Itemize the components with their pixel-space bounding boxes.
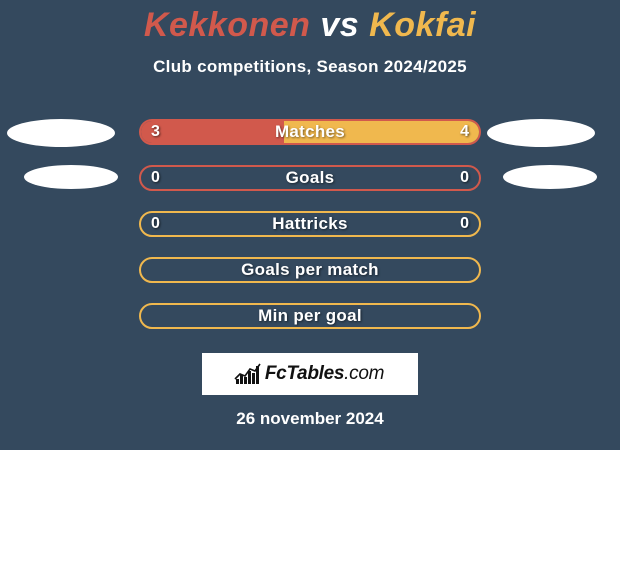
stat-bar: Min per goal bbox=[139, 303, 481, 329]
right-ellipse-icon bbox=[503, 165, 597, 189]
stat-bar: Goals per match bbox=[139, 257, 481, 283]
page-title: Kekkonen vs Kokfai bbox=[0, 0, 620, 45]
stat-label: Matches bbox=[141, 121, 479, 143]
chart-trend-icon bbox=[234, 362, 264, 382]
player2-name: Kokfai bbox=[369, 6, 476, 44]
stat-value-left: 0 bbox=[151, 165, 160, 191]
stat-value-left: 0 bbox=[151, 211, 160, 237]
stat-value-right: 4 bbox=[460, 119, 469, 145]
stat-bar: Hattricks bbox=[139, 211, 481, 237]
right-ellipse-icon bbox=[487, 119, 595, 147]
stat-row: Goals per match bbox=[0, 257, 620, 283]
stat-row: Hattricks0 0 bbox=[0, 211, 620, 237]
stat-rows: Matches34Goals00Hattricks00Goals per mat… bbox=[0, 119, 620, 329]
stat-row: Goals0 0 bbox=[0, 165, 620, 191]
stat-row: Min per goal bbox=[0, 303, 620, 329]
vs-label: vs bbox=[320, 6, 359, 44]
stat-bar: Matches bbox=[139, 119, 481, 145]
stat-label: Min per goal bbox=[141, 305, 479, 327]
logo-text: FcTables.com bbox=[265, 363, 384, 385]
left-ellipse-icon bbox=[7, 119, 115, 147]
subtitle: Club competitions, Season 2024/2025 bbox=[0, 57, 620, 77]
player1-name: Kekkonen bbox=[144, 6, 311, 44]
date-line: 26 november 2024 bbox=[0, 409, 620, 429]
logo-text-thin: .com bbox=[344, 363, 384, 384]
stat-row: Matches3 4 bbox=[0, 119, 620, 145]
logo-text-bold: FcTables bbox=[265, 363, 344, 384]
stat-label: Goals bbox=[141, 167, 479, 189]
bar-chart-icon bbox=[236, 364, 259, 384]
stat-label: Goals per match bbox=[141, 259, 479, 281]
stat-value-left: 3 bbox=[151, 119, 160, 145]
stat-value-right: 0 bbox=[460, 211, 469, 237]
left-ellipse-icon bbox=[24, 165, 118, 189]
stat-bar: Goals bbox=[139, 165, 481, 191]
fctables-logo[interactable]: FcTables.com bbox=[202, 353, 418, 395]
comparison-panel: Kekkonen vs Kokfai Club competitions, Se… bbox=[0, 0, 620, 450]
stat-value-right: 0 bbox=[460, 165, 469, 191]
stat-label: Hattricks bbox=[141, 213, 479, 235]
